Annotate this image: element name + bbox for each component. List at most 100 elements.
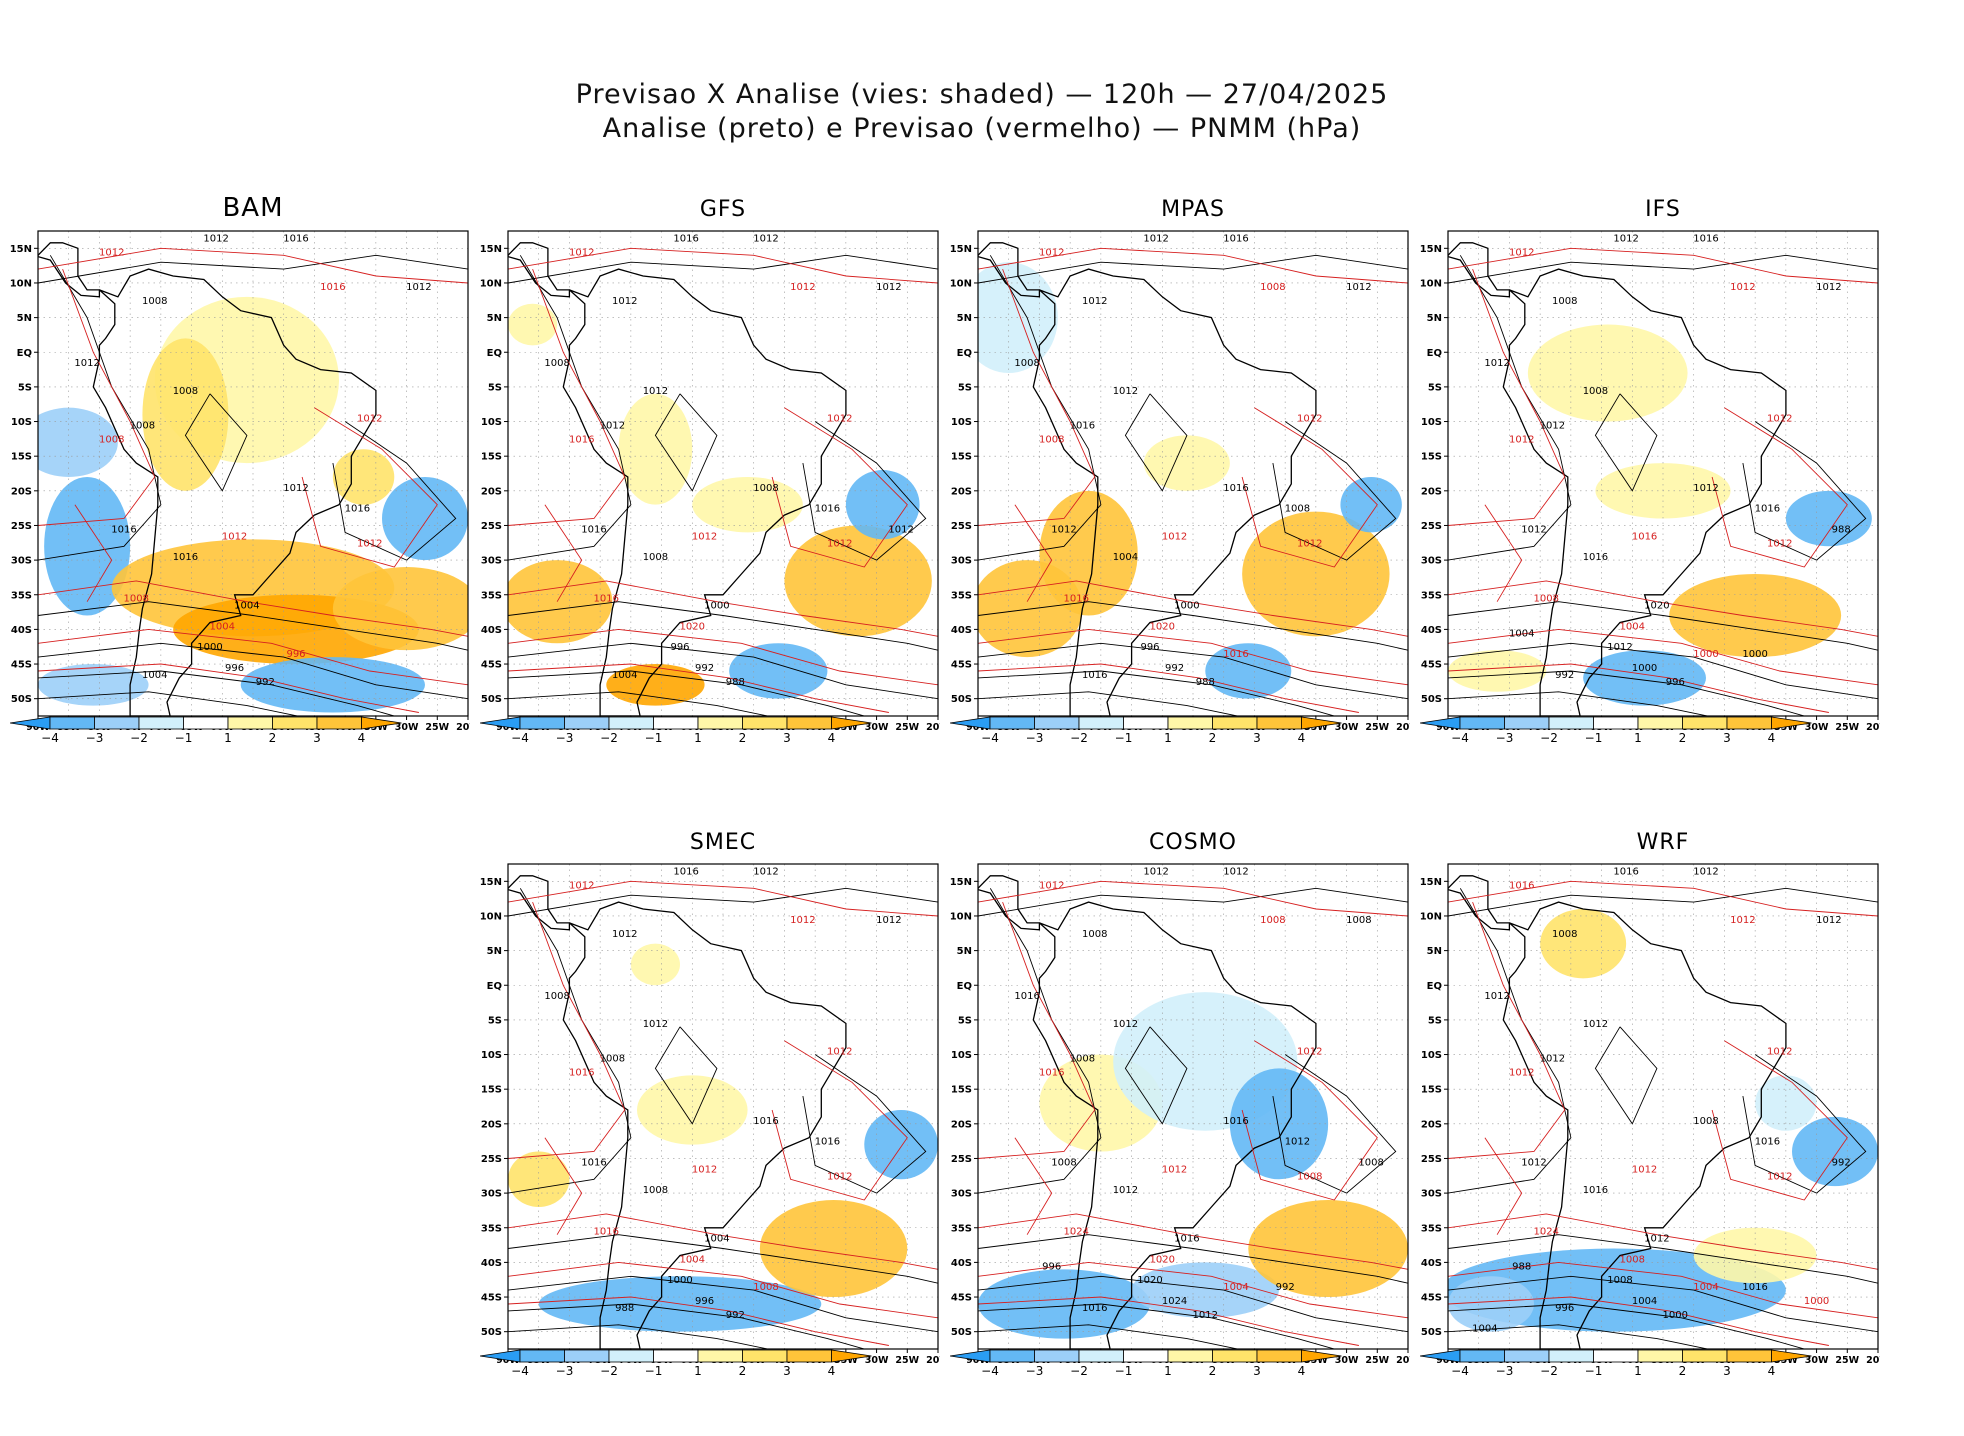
analysis-isobar (38, 254, 468, 284)
analysis-isobar-label: 1012 (1613, 233, 1638, 244)
panel-title: GFS (699, 197, 747, 222)
panel-mpas: MPAS 1012 1016 1012 1012 1008 1012 1016 1016 101… (940, 193, 1410, 763)
analysis-isobar-label: 1020 (1137, 1275, 1162, 1286)
colorbar-segment (519, 1349, 565, 1363)
colorbar-segment (742, 716, 788, 730)
lat-label: 30S (481, 1189, 502, 1200)
colorbar-label: 4 (828, 731, 836, 745)
analysis-isobar-label: 1012 (1484, 991, 1509, 1002)
analysis-isobar-label: 1008 (1051, 1157, 1076, 1168)
lat-label: 25S (11, 521, 32, 532)
colorbar-label: 1 (224, 731, 232, 745)
forecast-isobar (1014, 1137, 1053, 1235)
lat-label: 10N (1420, 911, 1442, 922)
lat-label: 15N (1420, 877, 1442, 888)
bias-shade (508, 1151, 570, 1207)
coastline (562, 901, 847, 1349)
analysis-isobar (508, 1324, 770, 1349)
colorbar-label: 2 (1209, 1364, 1217, 1378)
forecast-isobar-label: 1008 (99, 434, 124, 445)
map-svg: 1016 1012 1012 1012 1008 1012 1008 1016 1016 1016… (480, 863, 940, 1366)
forecast-isobar-label: 1012 (1039, 247, 1064, 258)
colorbar-label: −4 (1451, 1364, 1469, 1378)
analysis-isobar-label: 1016 (1223, 483, 1248, 494)
bias-shade (1792, 1116, 1878, 1187)
colorbar-segment (1034, 1349, 1080, 1363)
analysis-isobar (508, 1303, 866, 1349)
lat-label: 15S (11, 452, 32, 463)
forecast-isobar (38, 268, 156, 526)
forecast-isobar-label: 1012 (1162, 531, 1187, 542)
forecast-isobar-label: 1016 (1064, 594, 1089, 605)
forecast-isobar (771, 1040, 908, 1201)
lat-label: 40S (481, 625, 502, 636)
colorbar-segment (1301, 716, 1342, 730)
lat-label: 50S (1421, 694, 1442, 705)
colorbar-label: 1 (1634, 731, 1642, 745)
analysis-isobar-label: 1004 (1113, 552, 1138, 563)
lon-label: 35W (364, 722, 388, 733)
analysis-isobar (332, 421, 457, 561)
colorbar-segment (1212, 716, 1258, 730)
analysis-isobar (1448, 1275, 1878, 1333)
colorbar-label: −3 (1496, 731, 1514, 745)
lat-label: 45S (11, 660, 32, 671)
lat-label: 15S (481, 452, 502, 463)
forecast-isobar-label: 1012 (569, 880, 594, 891)
colorbar: −4 −3 −2 −1 1 2 3 4 (1420, 1349, 1812, 1378)
lon-label: 30W (1805, 1355, 1829, 1366)
analysis-isobar-label: 1008 (1346, 915, 1371, 926)
colorbar-label: 1 (1164, 1364, 1172, 1378)
analysis-isobar (802, 421, 927, 561)
analysis-isobar-label: 1016 (1223, 233, 1248, 244)
analysis-isobar-label: 1012 (1082, 296, 1107, 307)
forecast-isobar-label: 1016 (594, 1227, 619, 1238)
colorbar-segment (1123, 716, 1169, 730)
analysis-isobar (38, 691, 300, 716)
forecast-isobar (508, 628, 938, 686)
analysis-isobar-label: 1008 (1082, 929, 1107, 940)
forecast-isobar (771, 407, 908, 568)
forecast-isobar-label: 1008 (1260, 282, 1285, 293)
forecast-isobar (978, 268, 1096, 526)
colorbar-label: −1 (175, 731, 193, 745)
forecast-isobar-label: 1016 (1223, 649, 1248, 660)
analysis-isobar (1448, 254, 1878, 284)
analysis-isobar (508, 255, 632, 561)
forecast-isobar (1448, 1213, 1878, 1270)
colorbar-segment (480, 1349, 521, 1363)
lat-label: 5N (17, 313, 32, 324)
colorbar-label: −1 (1585, 731, 1603, 745)
colorbar-label: 3 (313, 731, 321, 745)
colorbar-label: 2 (1679, 731, 1687, 745)
analysis-isobar-label: 988 (726, 677, 745, 688)
forecast-isobar-label: 1012 (827, 1171, 852, 1182)
forecast-isobar-label: 1000 (1693, 649, 1718, 660)
colorbar-segment (608, 1349, 654, 1363)
analysis-isobar-label: 1012 (643, 1019, 668, 1030)
forecast-isobar-label: 1012 (1767, 1047, 1792, 1058)
colorbar-segment (361, 716, 402, 730)
analysis-isobar-label: 1012 (1051, 524, 1076, 535)
forecast-isobar-label: 1000 (1804, 1296, 1829, 1307)
lat-label: 15S (481, 1085, 502, 1096)
analysis-isobar-label: 1008 (643, 552, 668, 563)
analysis-isobar-label: 996 (1042, 1261, 1061, 1272)
analysis-isobar-label: 1016 (1223, 1116, 1248, 1127)
analysis-isobar (38, 255, 162, 561)
lat-label: EQ (487, 348, 502, 359)
analysis-isobar (1594, 1026, 1658, 1125)
analysis-isobar-label: 992 (695, 663, 714, 674)
lat-label: 20S (481, 1119, 502, 1130)
analysis-isobar-label: 992 (726, 1310, 745, 1321)
panel-title: MPAS (1161, 197, 1225, 222)
analysis-isobar-label: 1016 (1174, 1234, 1199, 1245)
lat-label: 40S (951, 625, 972, 636)
lat-label: 15S (1421, 452, 1442, 463)
forecast-isobar-label: 1012 (790, 282, 815, 293)
lat-label: 5S (488, 1015, 502, 1026)
forecast-isobar-label: 1012 (827, 1047, 852, 1058)
lat-label: 15N (10, 244, 32, 255)
colorbar: −4 −3 −2 −1 1 2 3 4 (10, 716, 402, 745)
lon-label: 20W (926, 722, 940, 733)
